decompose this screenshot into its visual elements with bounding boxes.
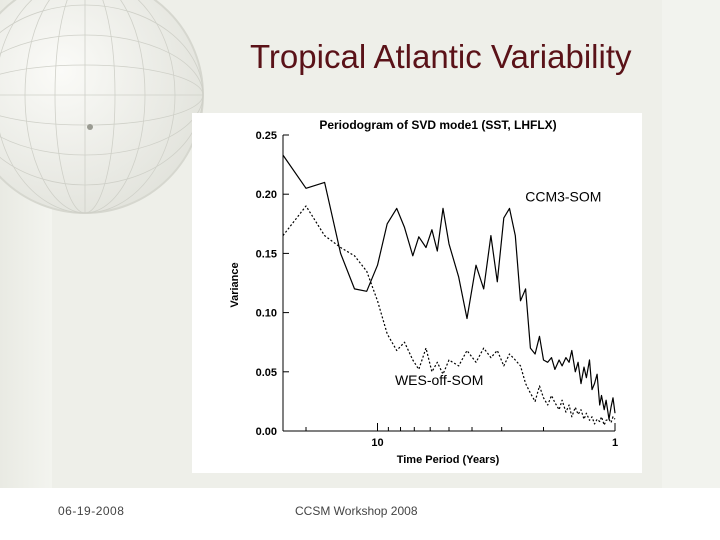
x-tick-label: 1 bbox=[612, 437, 618, 449]
chart-svg: Periodogram of SVD mode1 (SST, LHFLX) Ti… bbox=[229, 118, 618, 466]
y-tick-label: 0.00 bbox=[256, 426, 277, 438]
footer-bar bbox=[0, 488, 720, 540]
footer-date: 06-19-2008 bbox=[58, 504, 125, 518]
slide-title: Tropical Atlantic Variability bbox=[250, 38, 632, 75]
footer-conference: CCSM Workshop 2008 bbox=[295, 504, 418, 518]
chart-x-axis-label: Time Period (Years) bbox=[397, 454, 500, 466]
y-tick-label: 0.05 bbox=[256, 367, 277, 379]
periodogram-chart: Periodogram of SVD mode1 (SST, LHFLX) Ti… bbox=[192, 113, 642, 473]
y-tick-label: 0.15 bbox=[256, 248, 277, 260]
globe-decoration bbox=[0, 0, 204, 214]
chart-title: Periodogram of SVD mode1 (SST, LHFLX) bbox=[319, 118, 556, 132]
x-tick-label: 10 bbox=[371, 437, 383, 449]
series-line-wes-off-som bbox=[282, 205, 616, 426]
series-annotation: CCM3-SOM bbox=[525, 188, 601, 204]
right-background bbox=[662, 0, 720, 540]
series-line-ccm3-som bbox=[282, 154, 616, 420]
chart-y-axis-label: Variance bbox=[229, 262, 241, 307]
y-tick-label: 0.25 bbox=[256, 130, 277, 142]
y-tick-label: 0.10 bbox=[256, 308, 277, 320]
y-tick-label: 0.20 bbox=[256, 189, 277, 201]
series-annotation: WES-off-SOM bbox=[395, 372, 483, 388]
